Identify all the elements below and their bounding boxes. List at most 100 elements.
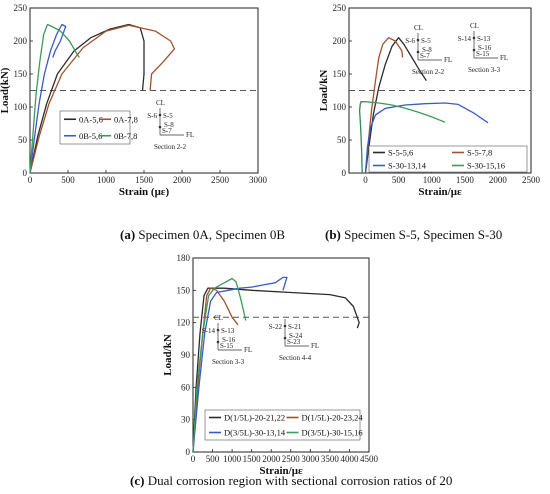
x-tick-label: 2500 (282, 454, 301, 464)
legend-entry: D(1/5L)-20-23,24 (302, 413, 364, 423)
x-tick-label: 500 (206, 454, 220, 464)
gauge-dot (158, 125, 162, 129)
gauge-label: S-23 (287, 338, 301, 346)
y-tick-label: 50 (18, 135, 28, 145)
section-sketch-1: CL S-14 S-13S-16S-15 FL Section 3-3 (458, 22, 508, 74)
chart-panel-1: 0 500 1000 1500 2000 2500 0 50 100 150 200 250 Strai… (318, 3, 541, 198)
y-tick-label: 50 (337, 135, 347, 145)
legend-entry: S-30-15,16 (467, 161, 505, 171)
x-tick-label: 3000 (249, 175, 268, 185)
section-fl-label: FL (500, 54, 508, 62)
y-axis-label: Load/kN (162, 334, 174, 376)
x-tick-label: 0 (191, 454, 196, 464)
x-tick-label: 1500 (456, 175, 475, 185)
gauge-dot (216, 328, 220, 332)
gauge-dot (472, 36, 476, 40)
section-title: Section 3-3 (212, 358, 245, 366)
legend-entry: S-30-13,14 (388, 161, 427, 171)
y-tick-label: 60 (181, 382, 191, 392)
x-tick-label: 500 (392, 175, 406, 185)
gauge-label: S-15 (476, 50, 490, 58)
series-line-1 (364, 37, 404, 174)
x-axis-label: Strain/με (418, 186, 462, 198)
x-axis-label: Strain (με) (119, 186, 170, 198)
series-line-0 (29, 23, 145, 174)
series-line-3 (29, 23, 80, 174)
section-fl-label: FL (186, 131, 194, 139)
legend-entry: 0A-5,6 (79, 114, 103, 124)
caption-text: Specimen S-5, Specimen S-30 (341, 227, 502, 242)
y-tick-label: 200 (333, 36, 347, 46)
series-line-2 (29, 23, 67, 174)
legend-entry: 0B-7,8 (114, 131, 137, 141)
legend-entry: D(3/5L)-30-13,14 (224, 428, 286, 438)
gauge-dot (216, 340, 220, 344)
x-tick-label: 3000 (301, 454, 320, 464)
series-line-0 (192, 287, 360, 453)
gauge-label: S-16 (222, 336, 236, 344)
gauge-label: S-6 (405, 37, 415, 45)
y-tick-label: 0 (342, 168, 347, 178)
gauge-label: S-5 (163, 112, 173, 120)
gauge-label: S-7 (162, 127, 172, 135)
gauge-label: S-7 (420, 52, 430, 60)
gauge-dot (472, 48, 476, 52)
x-axis-label: Strain/με (259, 465, 303, 477)
x-tick-label: 4000 (340, 454, 359, 464)
x-tick-label: 1500 (135, 175, 154, 185)
caption-text: Dual corrosion region with sectional cor… (144, 473, 452, 488)
legend-entry: D(3/5L)-30-15,16 (302, 428, 363, 438)
section-title: Section 2-2 (412, 68, 445, 76)
y-tick-label: 200 (14, 36, 28, 46)
section-fl-label: FL (244, 346, 252, 354)
gauge-dot (158, 113, 162, 117)
caption-1: (b) Specimen S-5, Specimen S-30 (325, 227, 502, 242)
x-tick-label: 1000 (223, 454, 242, 464)
y-tick-label: 250 (333, 3, 347, 13)
legend-entry: S-5-5,6 (388, 148, 413, 158)
x-tick-label: 2500 (211, 175, 230, 185)
section-cl-label: CL (470, 22, 479, 30)
y-tick-label: 180 (177, 253, 191, 263)
caption-0: (a) Specimen 0A, Specimen 0B (120, 227, 285, 242)
y-tick-label: 150 (177, 285, 191, 295)
series-line-4 (358, 101, 363, 174)
caption-2: (c) Dual corrosion region with sectional… (130, 473, 452, 488)
x-tick-label: 1500 (243, 454, 262, 464)
x-tick-label: 4500 (360, 454, 379, 464)
series-line-2 (364, 102, 489, 174)
series-line-2 (192, 276, 288, 453)
section-cl-label: CL (156, 99, 165, 107)
legend-box (368, 145, 528, 173)
gauge-dot (416, 38, 420, 42)
x-tick-label: 2000 (173, 175, 192, 185)
y-axis-label: Load(kN) (0, 67, 11, 113)
gauge-label: S-22 (269, 323, 283, 331)
gauge-label: S-16 (478, 44, 492, 52)
y-tick-label: 150 (14, 69, 28, 79)
gauge-dot (416, 50, 420, 54)
legend-entry: D(1/5L)-20-21,22 (224, 413, 285, 423)
y-axis-label: Load/kN (318, 70, 330, 112)
gauge-label: S-8 (164, 121, 174, 129)
caption-letter: (b) (325, 227, 341, 242)
section-cl-label: CL (414, 24, 423, 32)
y-tick-label: 100 (14, 102, 28, 112)
y-tick-label: 0 (186, 447, 191, 457)
section-title: Section 3-3 (468, 66, 501, 74)
y-tick-label: 0 (23, 168, 28, 178)
x-tick-label: 3500 (321, 454, 340, 464)
series-line-3 (360, 101, 446, 123)
chart-panel-2: 0 500 1000 1500 2000 2500 3000 3500 4000 4500 0 30 6… (162, 253, 379, 477)
y-tick-label: 100 (333, 102, 347, 112)
y-tick-label: 250 (14, 3, 28, 13)
section-sketch-0: CL S-6 S-5S-8S-7 FL Section 2-2 (147, 99, 194, 151)
y-tick-label: 120 (177, 318, 191, 328)
section-fl-label: FL (444, 56, 452, 64)
caption-text: Specimen 0A, Specimen 0B (135, 227, 285, 242)
x-tick-label: 1000 (423, 175, 442, 185)
gauge-label: S-13 (477, 35, 491, 43)
section-sketch-1: S-22 S-21S-24S-23 FL Section 4-4 (269, 319, 319, 362)
